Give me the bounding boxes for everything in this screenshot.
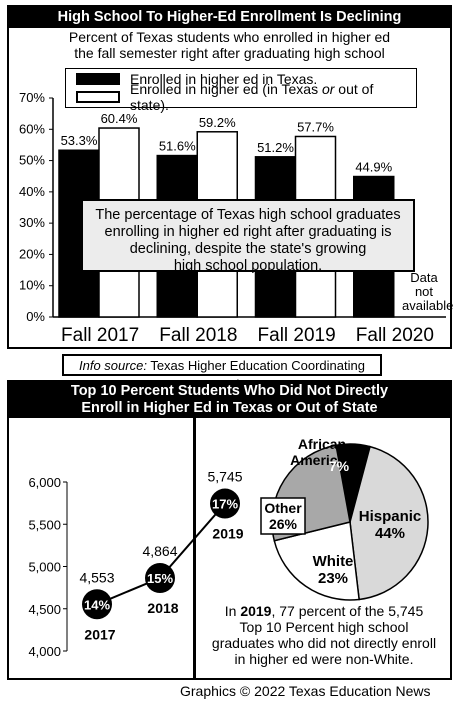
line-marker bbox=[145, 562, 175, 593]
bar-category-label: Fall 2018 bbox=[159, 325, 237, 346]
pie-note-line-4: in higher ed were non-White. bbox=[234, 651, 414, 667]
top10-title-line-1: Top 10 Percent Students Who Did Not Dire… bbox=[70, 383, 389, 399]
line-marker-label: 17% bbox=[212, 497, 238, 512]
pie-label-other-box bbox=[260, 497, 306, 535]
line-year-label: 2019 bbox=[212, 526, 243, 542]
pie-slice-white bbox=[273, 521, 360, 601]
top10-title-line-2: Enroll in Higher Ed in Texas or Out of S… bbox=[81, 400, 378, 416]
enrollment-subtitle: Percent of Texas students who enrolled i… bbox=[9, 29, 450, 61]
pie-note: In 2019, 77 percent of the 5,745 Top 10 … bbox=[199, 603, 449, 667]
chart-legend: Enrolled in higher ed in Texas. Enrolled… bbox=[65, 68, 417, 113]
line-marker bbox=[82, 589, 112, 620]
legend-label-any: Enrolled in higher ed (in Texas or out o… bbox=[130, 81, 374, 113]
pie-value-other: 26% bbox=[269, 516, 298, 532]
callout-line-3: declining, despite the state's growing bbox=[129, 241, 367, 257]
bar-y-tick-label: 50% bbox=[19, 153, 45, 168]
bar-value-label: 59.2% bbox=[199, 115, 236, 130]
subtitle-line-1: Percent of Texas students who enrolled i… bbox=[68, 29, 391, 45]
enrollment-title: High School To Higher-Ed Enrollment Is D… bbox=[9, 7, 450, 28]
top10-panel: Top 10 Percent Students Who Did Not Dire… bbox=[7, 380, 452, 680]
pie-label-hispanic: Hispanic bbox=[359, 508, 422, 525]
bar-value-label: 51.2% bbox=[257, 140, 294, 155]
panel-divider bbox=[193, 418, 196, 680]
legend-item-any: Enrolled in higher ed (in Texas or out o… bbox=[76, 81, 416, 113]
enrollment-bar-chart: 0% 10% 20% 30% 40% 50% 60% 70% 53.3%60.4% Fall 20… bbox=[19, 90, 446, 346]
line-y-tick-label: 5,500 bbox=[28, 517, 61, 532]
line-year-label: 2018 bbox=[147, 600, 178, 616]
bar-y-tick-label: 60% bbox=[19, 121, 45, 136]
line-y-tick-label: 4,000 bbox=[28, 644, 61, 659]
legend-swatch-texas bbox=[76, 73, 120, 85]
line-y-tick-label: 4,500 bbox=[28, 602, 61, 617]
bar-value-label: 44.9% bbox=[355, 160, 392, 175]
legend-swatch-any bbox=[76, 91, 120, 103]
bar-y-tick-label: 40% bbox=[19, 184, 45, 199]
trend-callout: The percentage of Texas high school grad… bbox=[81, 199, 415, 274]
bar-value-label: 53.3% bbox=[61, 133, 98, 148]
top10-line-chart: 4,000 4,500 5,000 5,500 6,000 4,553 14% 2017 4,8… bbox=[28, 436, 429, 659]
bar-value-label: 57.7% bbox=[297, 119, 334, 134]
bar-category-label: Fall 2019 bbox=[258, 325, 336, 346]
pie-value-african-american: 7% bbox=[329, 458, 350, 474]
info-source: Info source: Texas Higher Education Coor… bbox=[62, 354, 382, 392]
line-marker bbox=[210, 488, 240, 519]
line-marker-label: 14% bbox=[84, 597, 110, 612]
line-year-label: 2017 bbox=[84, 626, 115, 642]
pie-value-hispanic: 44% bbox=[375, 525, 405, 542]
bar-y-tick-label: 70% bbox=[19, 90, 45, 105]
bar-value-label: 60.4% bbox=[101, 111, 138, 126]
subtitle-line-2: the fall semester right after graduating… bbox=[74, 45, 385, 61]
line-value-label: 4,864 bbox=[142, 543, 177, 559]
pie-value-white: 23% bbox=[318, 570, 348, 587]
bar-value-label: 51.6% bbox=[159, 139, 196, 154]
enrollment-panel: High School To Higher-Ed Enrollment Is D… bbox=[7, 5, 454, 349]
bar-category-label: Fall 2020 bbox=[356, 325, 434, 346]
pie-slice-hispanic bbox=[349, 445, 429, 601]
data-not-available-note: Data not available bbox=[402, 270, 454, 313]
callout-line-1: The percentage of Texas high school grad… bbox=[95, 207, 401, 223]
pie-note-line-2: Top 10 Percent high school bbox=[239, 619, 409, 635]
line-value-label: 5,745 bbox=[207, 469, 242, 485]
line-value-label: 4,553 bbox=[79, 569, 114, 585]
info-source-label: Info source: bbox=[79, 358, 147, 373]
callout-line-4: high school population. bbox=[173, 258, 323, 274]
legend-label-texas: Enrolled in higher ed in Texas. bbox=[130, 71, 318, 87]
pie-label-american: American bbox=[290, 452, 354, 468]
bar-y-tick-label: 20% bbox=[19, 246, 45, 261]
line-marker-label: 15% bbox=[147, 571, 173, 586]
pie-note-line-1: In 2019, 77 percent of the 5,745 bbox=[224, 603, 424, 619]
bar-category-label: Fall 2017 bbox=[61, 325, 139, 346]
pie-label-other: Other bbox=[264, 500, 302, 516]
graphics-credit: Graphics © 2022 Texas Education News bbox=[180, 683, 431, 699]
pie-note-line-3: graduates who did not directly enroll bbox=[211, 635, 437, 651]
bar-y-tick-label: 10% bbox=[19, 278, 45, 293]
pie-label-african: African bbox=[298, 436, 346, 452]
bar-y-tick-label: 0% bbox=[26, 309, 45, 324]
top10-title: Top 10 Percent Students Who Did Not Dire… bbox=[9, 382, 450, 418]
legend-item-texas: Enrolled in higher ed in Texas. bbox=[76, 70, 416, 88]
pie-label-white: White bbox=[313, 553, 354, 570]
line-y-tick-label: 5,000 bbox=[28, 560, 61, 575]
line-y-tick-label: 6,000 bbox=[28, 475, 61, 490]
callout-line-2: enrolling in higher ed right after gradu… bbox=[104, 224, 392, 240]
bar-y-tick-label: 30% bbox=[19, 215, 45, 230]
